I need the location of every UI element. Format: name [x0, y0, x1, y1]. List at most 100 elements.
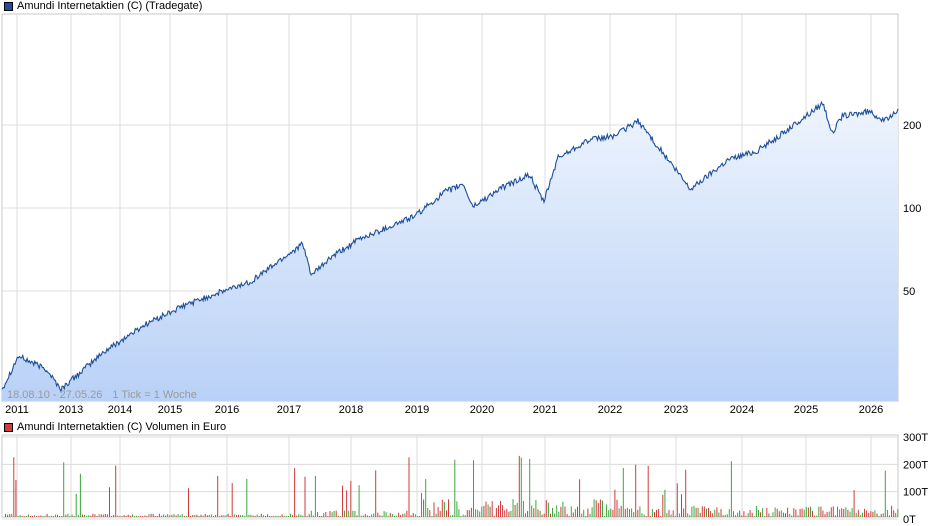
volume-bar: [845, 507, 847, 517]
volume-bar: [737, 512, 739, 517]
volume-bar: [23, 516, 25, 517]
volume-bar: [431, 516, 433, 517]
volume-bar: [13, 457, 15, 517]
volume-bar: [443, 502, 445, 517]
volume-bar: [67, 513, 69, 517]
volume-bar: [791, 515, 793, 517]
volume-bar: [73, 516, 75, 517]
volume-legend: Amundi Internetaktien (C) Volumen in Eur…: [4, 421, 226, 433]
volume-bar: [364, 514, 366, 517]
volume-y-tick-label: 200T: [903, 459, 928, 471]
volume-bar: [408, 457, 410, 517]
volume-bar: [27, 514, 29, 517]
volume-bar: [847, 509, 849, 517]
volume-bar: [61, 516, 63, 517]
volume-bar: [733, 511, 734, 517]
volume-bar: [325, 512, 327, 517]
volume-bar: [292, 515, 293, 517]
volume-bar: [585, 516, 587, 517]
volume-bar: [206, 515, 208, 517]
volume-bar: [631, 508, 633, 517]
volume-bar: [277, 516, 279, 517]
volume-bar: [229, 516, 231, 517]
volume-bar: [52, 516, 54, 517]
volume-panel: [1, 434, 899, 518]
volume-bar: [256, 514, 258, 517]
volume-bar: [410, 515, 412, 517]
volume-bar: [188, 488, 189, 517]
volume-bar: [789, 513, 791, 517]
volume-bar: [354, 511, 356, 517]
volume-bar: [273, 516, 275, 517]
volume-y-tick-label: 300T: [903, 432, 928, 444]
volume-bar: [429, 510, 431, 517]
volume-bar: [11, 513, 13, 517]
volume-bar: [604, 516, 605, 517]
volume-bar: [104, 514, 106, 517]
volume-bar: [572, 512, 574, 517]
volume-bar: [310, 510, 312, 517]
volume-bar: [65, 514, 67, 517]
volume-bar: [714, 509, 716, 517]
volume-bar: [435, 513, 437, 517]
volume-bar: [321, 516, 323, 517]
volume-bar: [7, 514, 9, 517]
volume-bar: [456, 501, 458, 517]
volume-bar: [581, 513, 583, 517]
volume-bar: [79, 473, 81, 517]
volume-bar: [527, 511, 529, 517]
volume-bar: [219, 516, 221, 517]
volume-bar: [552, 507, 553, 517]
volume-bar: [830, 507, 832, 517]
volume-bar: [487, 504, 489, 517]
x-tick-label: 2014: [108, 404, 132, 416]
volume-bar: [462, 514, 464, 517]
volume-bar: [161, 515, 162, 517]
volume-bar: [772, 512, 774, 517]
volume-bar: [233, 514, 235, 517]
volume-bar: [196, 514, 198, 517]
volume-bar: [204, 514, 206, 517]
volume-bar: [433, 502, 435, 517]
volume-bar: [770, 516, 772, 517]
volume-bar: [117, 515, 119, 517]
volume-bar: [194, 515, 196, 517]
volume-bar: [651, 509, 653, 517]
volume-bar: [681, 494, 682, 517]
volume-bar: [866, 510, 868, 517]
volume-bar: [258, 516, 260, 517]
volume-bar: [136, 516, 137, 517]
volume-bar: [69, 516, 71, 517]
volume-bar: [294, 468, 296, 517]
volume-bar: [884, 470, 886, 517]
volume-bar: [314, 476, 316, 517]
volume-bar: [762, 508, 764, 517]
volume-bar: [535, 500, 537, 517]
volume-bar: [882, 513, 884, 517]
volume-bar: [109, 487, 110, 517]
volume-bar: [154, 516, 156, 517]
x-tick-label: 2025: [794, 404, 818, 416]
volume-bar: [111, 516, 113, 517]
volume-bar: [558, 511, 560, 517]
volume-bar: [606, 504, 608, 517]
volume-bar: [547, 502, 549, 517]
volume-bar: [602, 500, 603, 517]
volume-y-tick-label: 100T: [903, 487, 928, 499]
volume-bar: [427, 508, 429, 517]
volume-bar: [649, 516, 651, 517]
volume-bar: [670, 514, 672, 517]
volume-bar: [416, 516, 418, 517]
volume-bar: [612, 510, 614, 517]
volume-bar: [799, 508, 801, 517]
volume-bar: [371, 514, 373, 517]
x-tick-label: 2016: [215, 404, 239, 416]
volume-bar: [805, 506, 807, 517]
volume-bar: [739, 510, 741, 517]
volume-bar: [468, 510, 470, 517]
volume-bar: [77, 514, 79, 517]
volume-bar: [84, 514, 85, 517]
volume-bar: [554, 513, 556, 517]
volume-bar: [82, 514, 83, 517]
volume-bar: [158, 513, 160, 517]
